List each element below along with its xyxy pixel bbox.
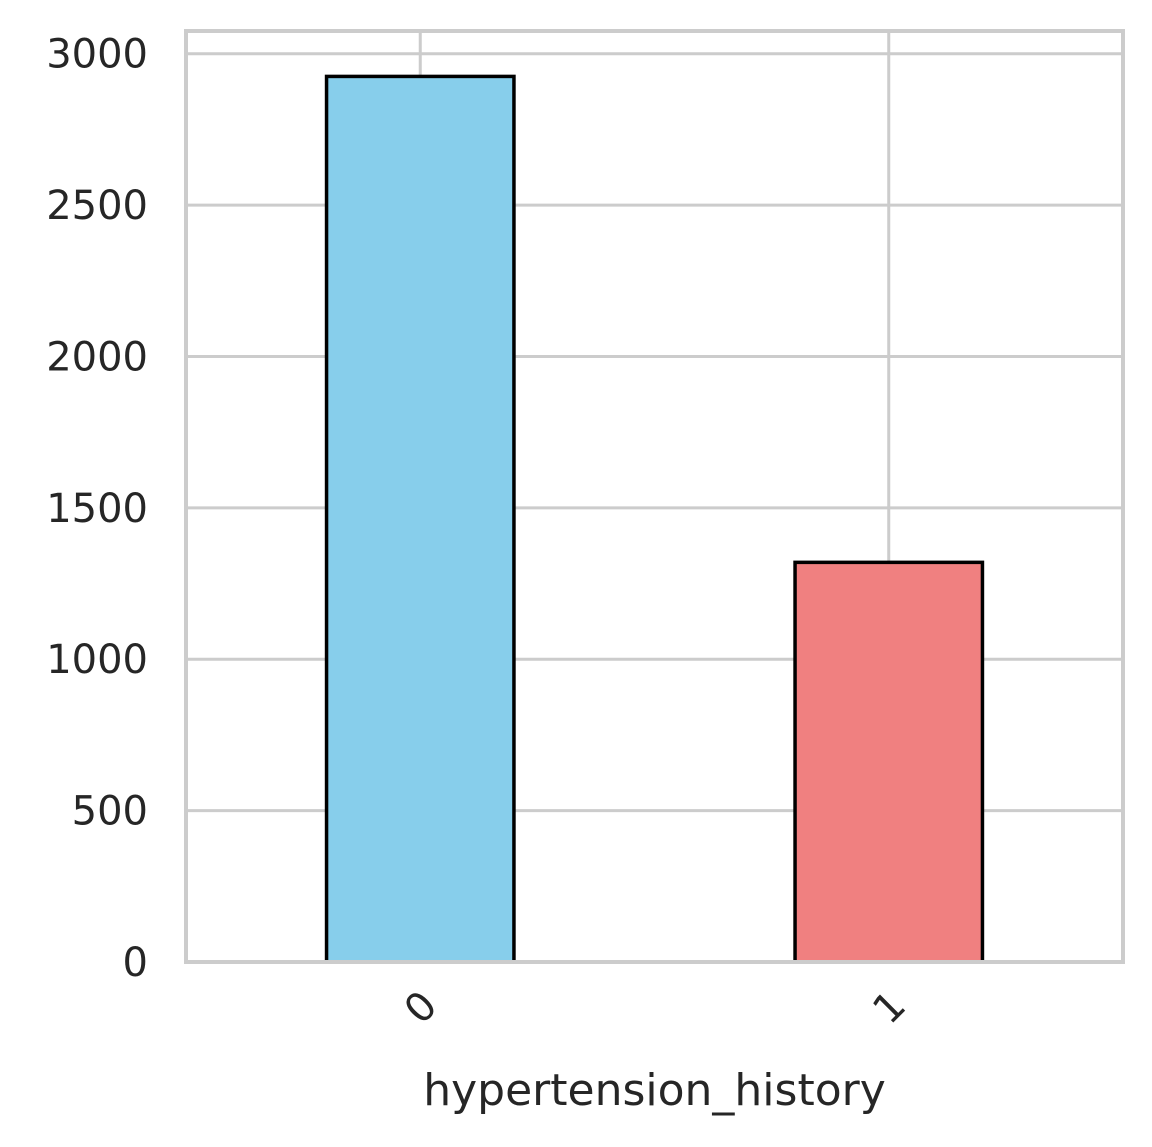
bar-0	[324, 74, 516, 964]
y-tick-label: 1500	[46, 486, 148, 532]
y-tick-label: 500	[72, 789, 148, 835]
bars	[324, 74, 985, 964]
y-tick-label: 3000	[46, 32, 148, 78]
bar-1	[793, 560, 985, 964]
plot-frame	[184, 29, 1125, 964]
y-tick-label: 0	[123, 940, 148, 986]
y-tick-label: 1000	[46, 637, 148, 683]
x-tick-label: 1	[864, 983, 915, 1034]
y-tick-label: 2000	[46, 334, 148, 380]
y-tick-label: 2500	[46, 183, 148, 229]
y-tick-labels: 0 500 1000 1500 2000 2500 3000	[46, 32, 148, 986]
x-tick-label: 0	[396, 983, 447, 1034]
x-axis-title: hypertension_history	[423, 1065, 886, 1116]
